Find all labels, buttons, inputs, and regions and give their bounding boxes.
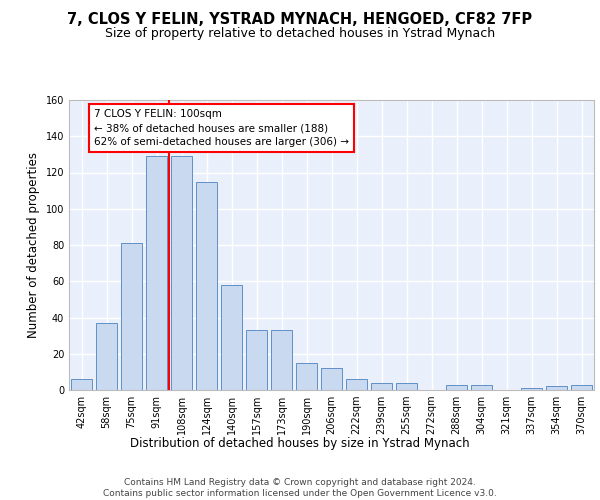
Bar [146, 156, 167, 390]
Bar [221, 285, 242, 390]
Bar [546, 386, 567, 390]
Bar [71, 379, 92, 390]
Bar [246, 330, 267, 390]
Bar [271, 330, 292, 390]
Bar [96, 323, 117, 390]
Text: Distribution of detached houses by size in Ystrad Mynach: Distribution of detached houses by size … [130, 438, 470, 450]
Text: 7 CLOS Y FELIN: 100sqm
← 38% of detached houses are smaller (188)
62% of semi-de: 7 CLOS Y FELIN: 100sqm ← 38% of detached… [94, 109, 349, 147]
Text: Contains HM Land Registry data © Crown copyright and database right 2024.
Contai: Contains HM Land Registry data © Crown c… [103, 478, 497, 498]
Bar [471, 384, 492, 390]
Bar [171, 156, 192, 390]
Bar [371, 383, 392, 390]
Bar [446, 384, 467, 390]
Y-axis label: Number of detached properties: Number of detached properties [27, 152, 40, 338]
Bar [196, 182, 217, 390]
Bar [321, 368, 342, 390]
Text: 7, CLOS Y FELIN, YSTRAD MYNACH, HENGOED, CF82 7FP: 7, CLOS Y FELIN, YSTRAD MYNACH, HENGOED,… [67, 12, 533, 28]
Bar [571, 384, 592, 390]
Bar [346, 379, 367, 390]
Bar [121, 243, 142, 390]
Bar [396, 383, 417, 390]
Bar [521, 388, 542, 390]
Text: Size of property relative to detached houses in Ystrad Mynach: Size of property relative to detached ho… [105, 28, 495, 40]
Bar [296, 363, 317, 390]
